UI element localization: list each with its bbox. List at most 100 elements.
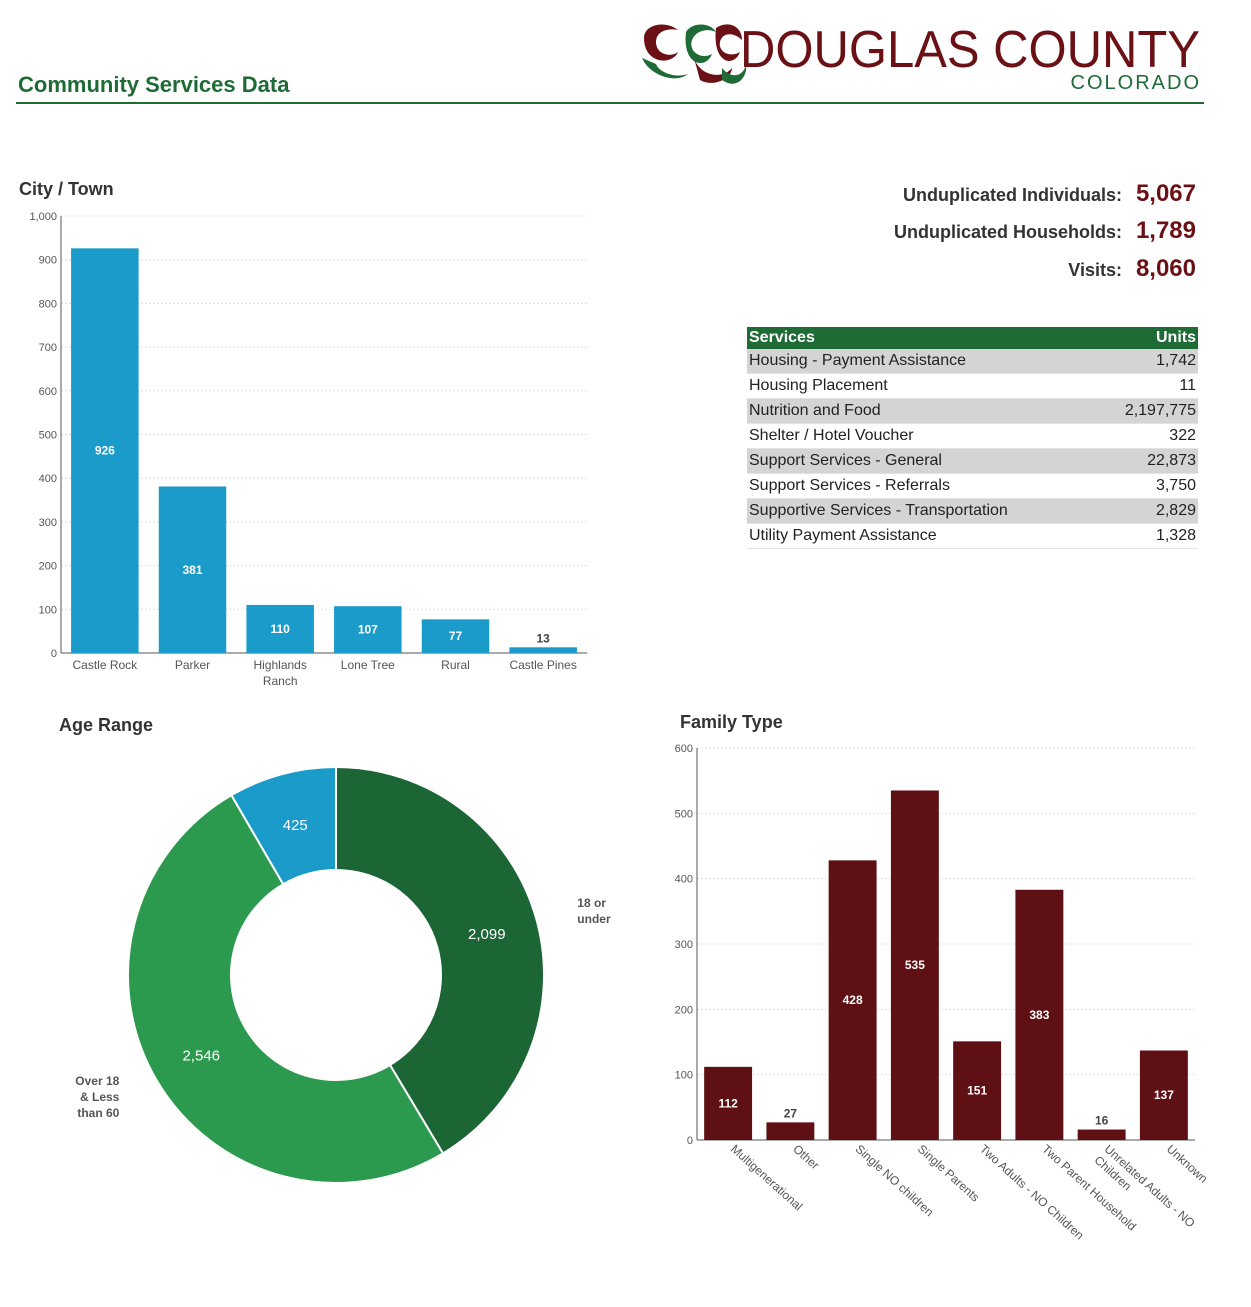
y-tick-label: 900 bbox=[39, 255, 57, 267]
table-row: Nutrition and Food 2,197,775 bbox=[747, 398, 1198, 424]
douglas-county-logo: DOUGLAS COUNTY COLORADO bbox=[642, 21, 1201, 94]
bar bbox=[421, 619, 490, 653]
slice-category-label: 18 or under bbox=[577, 896, 611, 926]
stat-individuals-label: Unduplicated Individuals: bbox=[902, 185, 1122, 205]
slice-value-label: 425 bbox=[283, 817, 308, 834]
x-tick-label: Single Parents bbox=[915, 1142, 982, 1205]
donut-slice bbox=[230, 765, 337, 886]
service-name: Supportive Services - Transportation bbox=[747, 498, 1098, 524]
city-town-bar-chart: 0 100 200 300 400 500 600 700 800 900 1,000 926 Cast… bbox=[29, 211, 587, 688]
bar bbox=[953, 1041, 1002, 1140]
age-range-chart-title: Age Range bbox=[59, 715, 154, 735]
family-type-bar-chart: 0100200300400500600112Multigenerational2… bbox=[675, 743, 1211, 1242]
bar bbox=[766, 1122, 815, 1140]
data-label: 27 bbox=[784, 1106, 798, 1120]
data-label: 137 bbox=[1154, 1088, 1174, 1102]
service-name: Shelter / Hotel Voucher bbox=[747, 423, 1098, 449]
y-tick-label: 400 bbox=[675, 874, 693, 886]
x-tick-label: Highlands Ranch bbox=[253, 658, 306, 688]
x-tick-label: Parker bbox=[175, 658, 210, 672]
stat-visits-value: 8,060 bbox=[1135, 255, 1196, 282]
slice-value-label: 2,099 bbox=[468, 926, 506, 943]
service-name: Nutrition and Food bbox=[747, 398, 1098, 424]
bar bbox=[509, 647, 577, 653]
service-name: Housing - Payment Assistance bbox=[747, 349, 1098, 374]
x-tick-label: Rural bbox=[441, 658, 470, 672]
y-tick-label: 200 bbox=[675, 1004, 693, 1016]
service-units: 2,197,775 bbox=[1097, 398, 1198, 424]
y-tick-label: 300 bbox=[39, 517, 57, 529]
y-tick-label: 0 bbox=[51, 648, 57, 660]
x-tick-label: Castle Rock bbox=[72, 658, 138, 672]
stat-households: Unduplicated Households: 1,789 bbox=[894, 217, 1196, 245]
stat-visits-label: Visits: bbox=[1068, 260, 1122, 280]
slice-value-label: 2,546 bbox=[182, 1048, 220, 1065]
service-units: 11 bbox=[1097, 373, 1198, 399]
table-row: Supportive Services - Transportation 2,8… bbox=[747, 498, 1198, 524]
stat-visits: Visits: 8,060 bbox=[1068, 255, 1196, 283]
service-name: Support Services - Referrals bbox=[747, 473, 1098, 499]
data-label: 381 bbox=[182, 563, 202, 577]
stat-households-label: Unduplicated Households: bbox=[893, 222, 1122, 242]
stat-individuals-value: 5,067 bbox=[1135, 180, 1196, 207]
service-units: 2,829 bbox=[1097, 498, 1198, 524]
bar bbox=[704, 1066, 753, 1140]
title-divider bbox=[16, 102, 1204, 104]
y-tick-label: 300 bbox=[675, 939, 693, 951]
bar bbox=[828, 860, 877, 1140]
y-tick-label: 100 bbox=[39, 604, 57, 616]
service-units: 3,750 bbox=[1097, 473, 1198, 499]
family-type-chart-title: Family Type bbox=[680, 712, 783, 732]
stat-households-value: 1,789 bbox=[1135, 217, 1196, 244]
bar bbox=[1015, 889, 1064, 1140]
data-label: 112 bbox=[718, 1096, 738, 1110]
data-label: 151 bbox=[967, 1084, 987, 1098]
data-label: 535 bbox=[905, 958, 925, 972]
service-name: Support Services - General bbox=[747, 448, 1098, 474]
y-tick-label: 500 bbox=[675, 808, 693, 820]
x-tick-label: Unknown bbox=[1164, 1142, 1211, 1186]
y-tick-label: 600 bbox=[39, 386, 57, 398]
bar bbox=[71, 248, 139, 653]
city-town-chart-title: City / Town bbox=[19, 179, 114, 199]
y-tick-label: 500 bbox=[39, 430, 57, 442]
bar bbox=[334, 606, 402, 653]
table-row: Housing - Payment Assistance 1,742 bbox=[747, 349, 1198, 374]
age-range-donut-chart: 2,099 18 or under 2,546 Over 18 & Less than 60… bbox=[75, 740, 611, 1184]
y-tick-label: 0 bbox=[687, 1135, 693, 1147]
x-tick-label: Other bbox=[790, 1142, 822, 1172]
y-tick-label: 100 bbox=[675, 1070, 693, 1082]
donut-slice bbox=[335, 765, 545, 1155]
bar bbox=[890, 790, 939, 1140]
column-header-services[interactable]: Services bbox=[747, 327, 1098, 349]
page-title: Community Services Data bbox=[18, 72, 290, 97]
data-label: 110 bbox=[270, 622, 290, 636]
donut-slice bbox=[127, 793, 445, 1184]
data-label: 16 bbox=[1095, 1114, 1109, 1128]
bar bbox=[1077, 1129, 1126, 1140]
data-label: 13 bbox=[536, 631, 550, 645]
data-label: 926 bbox=[95, 444, 115, 458]
x-tick-label: Lone Tree bbox=[341, 658, 395, 672]
y-tick-label: 600 bbox=[675, 743, 693, 755]
stat-individuals: Unduplicated Individuals: 5,067 bbox=[903, 180, 1196, 208]
data-label: 428 bbox=[843, 993, 863, 1007]
service-units: 1,742 bbox=[1097, 349, 1198, 374]
y-tick-label: 200 bbox=[39, 561, 57, 573]
logo-emblem-icon bbox=[642, 24, 747, 84]
services-table-header: Services Units bbox=[747, 327, 1198, 349]
service-name: Housing Placement bbox=[747, 373, 1098, 399]
table-row: Housing Placement 11 bbox=[747, 373, 1198, 399]
service-units: 322 bbox=[1097, 423, 1198, 449]
data-label: 107 bbox=[358, 623, 378, 637]
table-row: Support Services - Referrals 3,750 bbox=[747, 473, 1198, 499]
service-name: Utility Payment Assistance bbox=[747, 523, 1098, 549]
x-tick-label: Castle Pines bbox=[509, 658, 576, 672]
bar bbox=[158, 486, 227, 653]
logo-subtext: COLORADO bbox=[1071, 72, 1201, 94]
bar bbox=[1139, 1050, 1188, 1140]
column-header-units[interactable]: Units bbox=[1097, 327, 1198, 349]
table-row: Shelter / Hotel Voucher 322 bbox=[747, 423, 1198, 449]
services-table: Services Units Housing - Payment Assista… bbox=[747, 327, 1198, 549]
y-tick-label: 400 bbox=[39, 473, 57, 485]
